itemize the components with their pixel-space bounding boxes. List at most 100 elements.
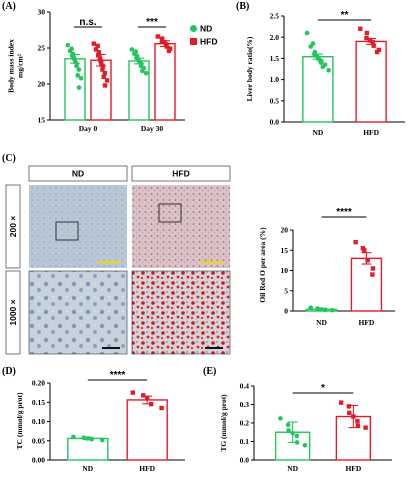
y-axis-label-D: TC (mmol/g prot) <box>15 392 24 449</box>
y-tick-label-C-1: 5 <box>284 286 288 295</box>
chart-b: 0.0 0.5 1.0 1.5 2.0 2.5 Liver body ratio(%) ND H… <box>245 10 405 137</box>
x-label-D-1: HFD <box>139 464 155 473</box>
legend-nd-label: ND <box>200 24 212 34</box>
point-A-hfd-1-0 <box>155 34 160 39</box>
point-C-1-4 <box>370 266 376 271</box>
point-B-0-11 <box>320 64 326 70</box>
header-nd: ND <box>72 169 84 179</box>
y-tick-label-E-2: 0.2 <box>240 419 250 428</box>
x-label-D-0: ND <box>82 464 93 473</box>
bar-A-hfd-1 <box>154 42 176 121</box>
row-label-1000x: 1000 × <box>8 299 18 325</box>
y-tick-label-E-1: 0.1 <box>240 437 250 446</box>
sig-label-D: **** <box>110 370 126 381</box>
point-E-0-4 <box>294 433 300 439</box>
y-tick-label-A-3: 30 <box>38 8 46 17</box>
y-tick-label-B-4: 2.0 <box>270 33 280 42</box>
y-axis-label-B: Liver body ratio(%) <box>245 36 254 101</box>
point-A-nd-0-13 <box>76 85 82 90</box>
x-label-C-0: ND <box>316 318 327 327</box>
point-A-hfd-0-11 <box>101 74 106 79</box>
point-E-0-2 <box>286 428 291 433</box>
y-tick-label-A-2: 25 <box>38 44 46 53</box>
point-E-1-6 <box>363 425 368 430</box>
chart-d: 0.00 0.05 0.10 0.15 0.20 TC (mmol/g prot) ND HF… <box>15 370 185 473</box>
y-tick-label-C-2: 10 <box>281 266 289 275</box>
point-B-0-9 <box>318 60 324 65</box>
row-box-200x <box>5 184 21 269</box>
point-E-0-1 <box>285 422 291 428</box>
bar-B-0 <box>302 56 334 123</box>
x-label-E-0: ND <box>287 464 298 473</box>
point-E-1-4 <box>355 418 360 424</box>
bar-B-1 <box>355 40 387 123</box>
point-B-1-5 <box>371 43 376 48</box>
panel-label-c: (C) <box>2 153 16 164</box>
legend-nd-marker <box>190 25 197 32</box>
row-label-200x: 200 × <box>8 216 18 238</box>
point-B-1-4 <box>370 40 375 45</box>
zoom-box-nd <box>55 221 79 241</box>
point-A-nd-0-0 <box>65 42 71 48</box>
sig-label-C: **** <box>336 207 352 218</box>
point-D-1-0 <box>130 390 135 395</box>
panel-label-a: (A) <box>2 1 16 12</box>
micrograph-hfd-200x <box>132 185 230 268</box>
point-A-nd-0-9 <box>74 63 79 69</box>
point-A-hfd-1-7 <box>166 48 172 54</box>
micrograph-hfd-1000x <box>131 270 231 355</box>
point-A-hfd-0-3 <box>96 50 102 55</box>
legend-hfd-marker <box>190 38 197 45</box>
chart-e: 0.0 0.1 0.2 0.3 0.4 TG (mmol/g prot) ND HFD * <box>219 382 392 473</box>
point-A-hfd-0-9 <box>100 67 105 72</box>
sig-label-A-0: n.s. <box>79 17 96 28</box>
y-tick-label-B-1: 0.5 <box>270 96 280 105</box>
point-A-nd-1-0 <box>129 47 135 52</box>
legend-hfd-label: HFD <box>200 37 217 47</box>
point-C-1-2 <box>362 248 367 253</box>
x-label-C-1: HFD <box>359 318 375 327</box>
x-label-E-1: HFD <box>345 464 361 473</box>
y-axis-label-A: Body mass indexmg/cm² <box>7 39 25 93</box>
y-tick-label-B-5: 2.5 <box>270 12 280 21</box>
point-E-1-0 <box>338 400 344 405</box>
sig-label-A-1: *** <box>146 17 158 28</box>
zoom-box-hfd <box>158 203 182 223</box>
header-box-hfd <box>131 165 231 182</box>
point-B-1-0 <box>358 26 363 31</box>
point-D-0-4 <box>99 437 105 443</box>
point-A-hfd-0-4 <box>96 53 101 58</box>
y-tick-label-D-2: 0.10 <box>32 417 45 426</box>
sig-label-B: ** <box>341 10 349 21</box>
point-E-1-1 <box>346 404 352 409</box>
header-hfd: HFD <box>172 169 189 179</box>
point-A-hfd-0-10 <box>102 71 108 76</box>
point-A-hfd-0-2 <box>93 47 99 52</box>
panel-label-b: (B) <box>236 1 249 12</box>
header-box-nd <box>28 165 128 182</box>
point-B-0-0 <box>304 30 310 36</box>
y-axis-label-C: Oil Red O per area (%) <box>258 227 267 303</box>
panel-label-e: (E) <box>203 366 216 377</box>
y-tick-label-D-4: 0.20 <box>32 379 45 388</box>
point-A-nd-0-2 <box>67 48 73 54</box>
point-A-nd-0-11 <box>75 73 81 78</box>
x-label-B-1: HFD <box>363 128 379 137</box>
point-D-1-1 <box>141 393 146 398</box>
y-tick-label-D-3: 0.15 <box>32 398 45 407</box>
y-axis-label-E: TG (mmol/g prot) <box>219 394 228 452</box>
y-tick-label-B-0: 0.0 <box>270 118 280 127</box>
y-tick-label-B-3: 1.5 <box>270 54 280 63</box>
chart-c: 0 5 10 15 20 Oil Red O per area (%) ND HFD **** <box>258 207 395 327</box>
bar-C-1 <box>350 257 383 312</box>
row-box-1000x <box>5 270 21 355</box>
y-tick-label-D-1: 0.05 <box>32 436 45 445</box>
point-A-hfd-0-1 <box>95 43 100 49</box>
point-E-0-6 <box>302 442 308 448</box>
point-E-1-2 <box>347 410 352 416</box>
x-label-A-1: Day 30 <box>141 124 164 133</box>
y-tick-label-A-1: 20 <box>38 80 46 89</box>
y-tick-label-E-0: 0.0 <box>240 456 250 465</box>
point-A-hfd-0-0 <box>91 41 96 46</box>
